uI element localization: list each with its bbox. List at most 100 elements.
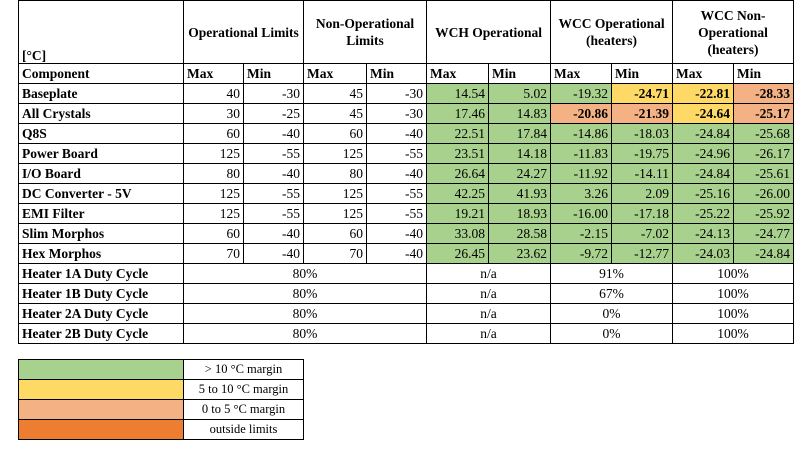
- value-cell: -25: [243, 103, 304, 124]
- value-cell: 125: [183, 203, 244, 224]
- component-name: DC Converter - 5V: [18, 183, 184, 204]
- component-row: I/O Board 80 -40 80 -40 26.64 24.27 -11.92 -14.1…: [18, 163, 795, 184]
- value-cell: -19.32: [550, 83, 613, 104]
- component-row: EMI Filter 125 -55 125 -55 19.21 18.93 -16.00 -1…: [18, 203, 795, 224]
- legend-label: outside limits: [183, 419, 304, 440]
- duty-cell: 100%: [672, 323, 795, 344]
- duty-cell: 80%: [182, 263, 428, 284]
- unit-header: [°C]: [18, 0, 184, 64]
- value-cell: -55: [243, 143, 304, 164]
- legend: > 10 °C margin 5 to 10 °C margin 0 to 5 °C…: [18, 359, 304, 440]
- value-cell: -28.33: [733, 83, 795, 104]
- value-cell: 33.08: [426, 223, 490, 244]
- group-header: WCH Operational: [426, 0, 552, 64]
- value-cell: -25.16: [672, 183, 735, 204]
- value-cell: -26.17: [733, 143, 795, 164]
- value-cell: -25.92: [733, 203, 795, 224]
- value-cell: -24.64: [672, 103, 735, 124]
- value-cell: 125: [303, 143, 367, 164]
- legend-row: 5 to 10 °C margin: [18, 379, 304, 400]
- duty-cell: 100%: [672, 303, 795, 324]
- table-body: [°C] Operational Limits Non-Operational Li…: [18, 0, 795, 344]
- legend-row: outside limits: [18, 419, 304, 440]
- value-cell: -21.39: [611, 103, 674, 124]
- value-cell: 5.02: [488, 83, 552, 104]
- component-row: Hex Morphos 70 -40 70 -40 26.45 23.62 -9.72 -12.…: [18, 243, 795, 264]
- sub-header: Min: [488, 63, 552, 84]
- duty-cell: 0%: [550, 323, 674, 344]
- component-name: Slim Morphos: [18, 223, 184, 244]
- legend-row: 0 to 5 °C margin: [18, 399, 304, 420]
- component-name: Hex Morphos: [18, 243, 184, 264]
- sub-header: Max: [672, 63, 735, 84]
- legend-label: > 10 °C margin: [183, 359, 304, 380]
- sub-header: Max: [426, 63, 490, 84]
- value-cell: 17.84: [488, 123, 552, 144]
- component-row: DC Converter - 5V 125 -55 125 -55 42.25 41.93 3…: [18, 183, 795, 204]
- value-cell: -24.77: [733, 223, 795, 244]
- value-cell: -11.92: [550, 163, 613, 184]
- component-name: I/O Board: [18, 163, 184, 184]
- component-name: Q8S: [18, 123, 184, 144]
- value-cell: -55: [365, 183, 428, 204]
- value-cell: -30: [243, 83, 304, 104]
- value-cell: 80: [303, 163, 367, 184]
- component-row: Q8S 60 -40 60 -40 22.51 17.84 -14.86 -18.03 -24.8…: [18, 123, 795, 144]
- value-cell: -22.81: [672, 83, 735, 104]
- value-cell: -16.00: [550, 203, 613, 224]
- duty-cell: 100%: [672, 283, 795, 304]
- component-name: Baseplate: [18, 83, 184, 104]
- value-cell: 26.64: [426, 163, 490, 184]
- value-cell: -55: [243, 183, 304, 204]
- value-cell: -24.84: [672, 123, 735, 144]
- value-cell: -26.00: [733, 183, 795, 204]
- header-row: [°C] Operational Limits Non-Operational Li…: [18, 0, 795, 64]
- group-header: Operational Limits: [183, 0, 304, 64]
- value-cell: -18.03: [611, 123, 674, 144]
- legend-row: > 10 °C margin: [18, 359, 304, 380]
- legend-label: 0 to 5 °C margin: [183, 399, 304, 420]
- value-cell: 60: [183, 223, 244, 244]
- value-cell: -17.18: [611, 203, 674, 224]
- value-cell: 23.62: [488, 243, 552, 264]
- duty-cell: 100%: [672, 263, 795, 284]
- duty-cell: n/a: [426, 263, 552, 284]
- duty-cell: 0%: [550, 303, 674, 324]
- value-cell: 30: [183, 103, 244, 124]
- value-cell: 14.18: [488, 143, 552, 164]
- legend-swatch: [18, 399, 184, 420]
- value-cell: 45: [303, 103, 367, 124]
- duty-name: Heater 1B Duty Cycle: [18, 283, 184, 304]
- value-cell: -14.11: [611, 163, 674, 184]
- duty-cell: n/a: [426, 323, 552, 344]
- sub-header: Min: [365, 63, 428, 84]
- duty-name: Heater 2A Duty Cycle: [18, 303, 184, 324]
- sub-header: Min: [733, 63, 795, 84]
- legend-body: > 10 °C margin 5 to 10 °C margin 0 to 5 °C…: [18, 359, 304, 440]
- component-header: Component: [18, 63, 184, 84]
- value-cell: 19.21: [426, 203, 490, 224]
- value-cell: 125: [183, 183, 244, 204]
- sub-header: Max: [183, 63, 244, 84]
- value-cell: 60: [303, 123, 367, 144]
- duty-name: Heater 2B Duty Cycle: [18, 323, 184, 344]
- duty-cell: 80%: [182, 283, 428, 304]
- component-row: Power Board 125 -55 125 -55 23.51 14.18 -11.83-…: [18, 143, 795, 164]
- value-cell: -7.02: [611, 223, 674, 244]
- duty-row: Heater 2A Duty Cycle 80% n/a 0% 100%: [18, 303, 795, 324]
- value-cell: -55: [365, 143, 428, 164]
- component-name: EMI Filter: [18, 203, 184, 224]
- value-cell: -30: [365, 83, 428, 104]
- value-cell: -40: [365, 243, 428, 264]
- value-cell: 28.58: [488, 223, 552, 244]
- component-row: All Crystals 30 -25 45 -30 17.46 14.83 -20.86 -2…: [18, 103, 795, 124]
- value-cell: -24.13: [672, 223, 735, 244]
- value-cell: 2.09: [611, 183, 674, 204]
- group-header: WCC Operational (heaters): [550, 0, 674, 64]
- value-cell: 125: [303, 203, 367, 224]
- value-cell: 14.54: [426, 83, 490, 104]
- value-cell: -40: [243, 123, 304, 144]
- group-header: WCC Non-Operational (heaters): [672, 0, 795, 64]
- subheader-row: Component Max Min Max Min Max Min Max Min Max Min: [18, 63, 795, 84]
